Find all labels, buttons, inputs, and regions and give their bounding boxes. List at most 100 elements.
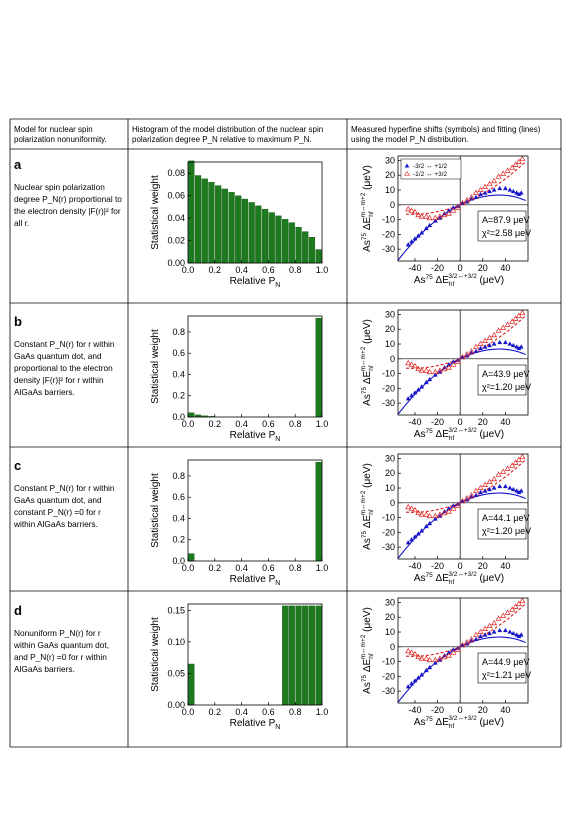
data-point-red bbox=[468, 636, 475, 642]
x-tick-label: 20 bbox=[478, 705, 488, 715]
y-tick-label: 0.2 bbox=[172, 391, 185, 401]
data-point-red bbox=[423, 213, 430, 219]
x-tick-label: 0.2 bbox=[209, 265, 222, 275]
data-point-blue bbox=[516, 345, 522, 351]
data-point-red bbox=[436, 511, 443, 517]
y-axis-label: As75 ΔEhfm↔m+2 (μeV) bbox=[360, 607, 375, 694]
data-point-red bbox=[486, 622, 493, 629]
data-point-blue bbox=[478, 489, 483, 495]
data-point-red bbox=[436, 213, 443, 219]
data-point-red bbox=[463, 351, 470, 357]
data-point-blue bbox=[415, 233, 421, 238]
data-point-blue bbox=[450, 503, 456, 508]
data-point-red bbox=[477, 484, 484, 490]
fit-amplitude: A=44.1 μeV bbox=[482, 513, 529, 523]
data-point-blue bbox=[491, 341, 497, 346]
row-description-c: Constant P_N(r) for r within GaAs quantu… bbox=[14, 483, 115, 529]
x-tick-label: 0.0 bbox=[182, 419, 195, 429]
data-point-blue bbox=[432, 660, 438, 665]
data-point-blue bbox=[514, 632, 520, 637]
data-point-red bbox=[454, 646, 461, 652]
legend-label-red: -1/2 ↔ +3/2 bbox=[413, 171, 448, 178]
data-point-red bbox=[432, 214, 439, 221]
data-point-blue bbox=[514, 488, 520, 493]
data-point-blue bbox=[497, 483, 503, 489]
x-tick-label: 40 bbox=[500, 705, 510, 715]
histogram-c: 0.0 0.2 0.4 0.6 0.8 0.0 0.2 0.4 0.6 0.8 1.0 Relativ… bbox=[150, 459, 329, 587]
data-point-blue bbox=[409, 537, 414, 542]
y-tick-label: -30 bbox=[382, 686, 395, 696]
data-point-blue bbox=[464, 353, 470, 358]
x-tick-label: -40 bbox=[408, 417, 421, 427]
y-tick-label: -20 bbox=[382, 671, 395, 681]
data-point-red bbox=[463, 197, 470, 203]
data-point-red bbox=[512, 161, 519, 167]
x-tick-label: 0.8 bbox=[289, 707, 302, 717]
x-axis-label: As75 ΔEhf3/2↔+3/2 (μeV) bbox=[414, 273, 504, 288]
data-point-blue bbox=[405, 242, 411, 247]
data-point-red bbox=[482, 183, 489, 190]
x-tick-label: -40 bbox=[408, 705, 421, 715]
data-point-red bbox=[463, 495, 470, 501]
x-tick-label: 0.8 bbox=[289, 419, 302, 429]
histogram-bar bbox=[188, 412, 195, 418]
row-description-d: Nonuniform P_N(r) for r within GaAs quan… bbox=[14, 628, 110, 674]
y-tick-label: 0.8 bbox=[172, 327, 185, 337]
data-point-red bbox=[436, 655, 443, 661]
data-point-red bbox=[459, 354, 466, 360]
y-tick-label: 0.0 bbox=[172, 556, 185, 566]
histogram-bar bbox=[288, 222, 295, 264]
data-point-blue bbox=[427, 222, 433, 228]
x-tick-label: 0.4 bbox=[235, 707, 248, 717]
y-tick-label: 0.08 bbox=[167, 168, 185, 178]
x-tick-label: 1.0 bbox=[316, 563, 329, 573]
data-point-blue bbox=[419, 230, 425, 235]
data-point-blue bbox=[437, 215, 443, 220]
data-point-red bbox=[445, 210, 452, 216]
data-point-red bbox=[495, 173, 502, 179]
data-point-blue bbox=[516, 191, 522, 197]
y-tick-label: 10 bbox=[385, 627, 395, 637]
y-axis-label: Statistical weight bbox=[150, 329, 161, 404]
data-point-blue bbox=[497, 185, 503, 191]
header-shifts: Measured hyperfine shifts (symbols) and … bbox=[351, 125, 541, 144]
data-point-blue bbox=[473, 636, 479, 642]
data-point-red bbox=[482, 625, 489, 632]
plot-frame bbox=[187, 161, 323, 264]
x-axis-label: As75 ΔEhf3/2↔+3/2 (μeV) bbox=[414, 715, 504, 730]
data-point-blue bbox=[478, 345, 483, 351]
data-point-red bbox=[519, 309, 526, 315]
data-point-red bbox=[477, 340, 484, 346]
row-description-a: Nuclear spin polarization degree P_N(r) … bbox=[14, 182, 122, 228]
data-point-blue bbox=[507, 485, 513, 490]
x-tick-label: -40 bbox=[408, 263, 421, 273]
data-point-blue bbox=[409, 239, 414, 244]
histogram-bar bbox=[315, 317, 322, 418]
histogram-bar bbox=[282, 605, 289, 706]
histogram-bar bbox=[221, 188, 228, 264]
data-point-red bbox=[482, 481, 489, 488]
x-axis-label-subscript: N bbox=[275, 282, 280, 289]
data-point-blue bbox=[460, 354, 465, 359]
data-point-red bbox=[405, 503, 412, 510]
y-tick-label: -30 bbox=[382, 542, 395, 552]
row-label-c: c bbox=[14, 458, 22, 473]
data-point-red bbox=[405, 647, 412, 654]
data-point-red bbox=[411, 362, 418, 369]
data-point-red bbox=[454, 358, 461, 364]
y-tick-label: -20 bbox=[382, 229, 395, 239]
x-tick-label: 0.4 bbox=[235, 419, 248, 429]
data-point-blue bbox=[419, 672, 425, 677]
data-point-red bbox=[426, 214, 433, 221]
data-point-red bbox=[405, 359, 412, 366]
x-tick-label: 0 bbox=[458, 705, 463, 715]
data-point-red bbox=[519, 597, 526, 603]
data-point-red bbox=[500, 324, 507, 330]
data-point-red bbox=[486, 478, 493, 485]
data-point-blue bbox=[405, 540, 411, 545]
data-point-blue bbox=[450, 205, 456, 210]
data-point-red bbox=[495, 327, 502, 333]
data-point-blue bbox=[419, 384, 425, 389]
data-point-blue bbox=[510, 630, 516, 636]
